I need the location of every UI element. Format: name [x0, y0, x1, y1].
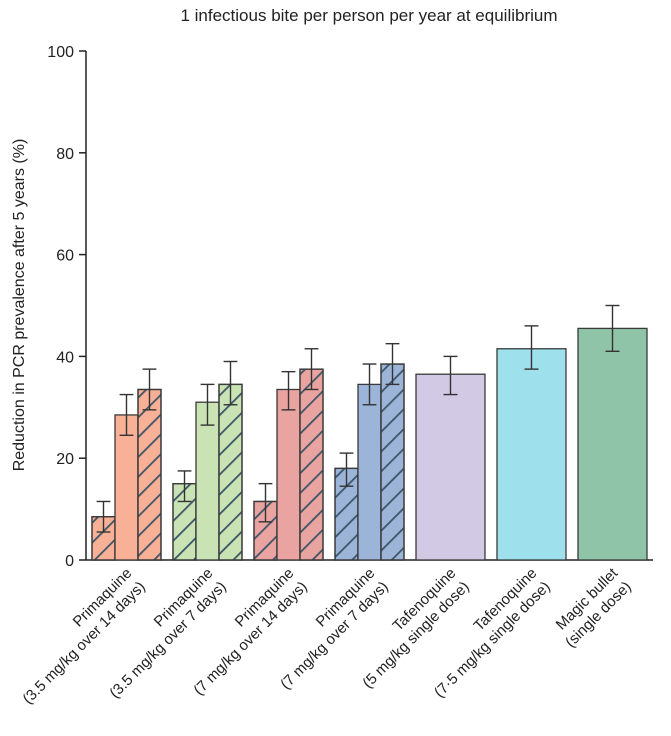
y-tick-label: 80: [56, 146, 74, 163]
y-ticks: 0 20 40 60 80 100: [47, 44, 86, 570]
category-labels: Primaquine(3.5 mg/kg over 14 days) Primaq…: [19, 564, 636, 707]
y-tick-label: 60: [56, 248, 74, 265]
bar: [195, 401, 220, 561]
bar: [276, 388, 301, 561]
bar: [577, 327, 648, 561]
chart-title: 1 infectious bite per person per year at…: [180, 6, 557, 25]
bar-hatch-overlay: [219, 384, 242, 560]
y-tick-label: 20: [56, 451, 74, 468]
bar-hatch-overlay: [92, 516, 115, 560]
bar: [114, 414, 139, 561]
bar-hatch-overlay: [254, 501, 277, 560]
category-label: Magic bullet(single dose): [549, 564, 636, 651]
bar-hatch-overlay: [173, 483, 196, 560]
error-bars-layer: [96, 304, 620, 533]
bar-hatch-overlay: [300, 369, 323, 560]
bar-hatch-overlay: [335, 468, 358, 560]
bar: [496, 348, 567, 561]
y-axis-label: Reduction in PCR prevalence after 5 year…: [11, 139, 28, 472]
bar: [357, 383, 382, 561]
bar: [415, 373, 486, 561]
bar-hatch-overlay: [381, 364, 404, 560]
bar-hatch-overlay: [138, 389, 161, 560]
y-tick-label: 0: [65, 553, 74, 570]
y-tick-label: 40: [56, 349, 74, 366]
y-tick-label: 100: [47, 44, 74, 61]
bars-layer: [91, 327, 648, 561]
